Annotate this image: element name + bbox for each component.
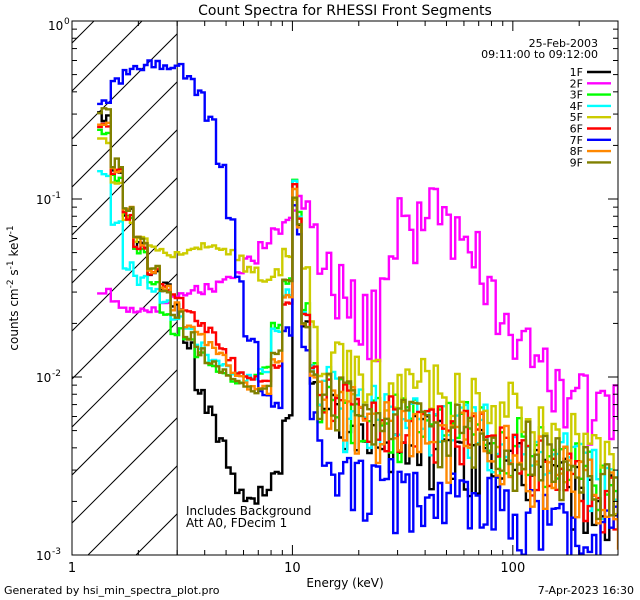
hatch-line (72, 21, 143, 92)
chart-title: Count Spectra for RHESSI Front Segments (198, 3, 492, 19)
svg-text:10: 10 (36, 193, 51, 207)
hatch-line (72, 33, 178, 140)
svg-text:-1: -1 (52, 191, 61, 201)
y-axis-label: counts cm-2 s-1 keV-1 (6, 225, 21, 350)
svg-text:10: 10 (36, 549, 51, 563)
svg-text:0: 0 (64, 17, 70, 27)
svg-text:-3: -3 (52, 547, 61, 557)
plot-frame (71, 20, 619, 556)
legend-label-4F: 4F (570, 100, 583, 113)
legend-label-6F: 6F (570, 123, 583, 136)
timestamp-label: 7-Apr-2023 16:30 (538, 584, 634, 597)
legend-label-7F: 7F (570, 134, 583, 147)
annotation-background: Includes Background (186, 504, 311, 518)
x-tick-label-100: 100 (500, 561, 525, 576)
svg-text:10: 10 (48, 19, 63, 33)
svg-text:-2: -2 (52, 369, 61, 379)
series-line-2F (97, 187, 618, 446)
x-tick-label-1: 1 (68, 561, 76, 576)
date-label: 25-Feb-2003 (529, 37, 598, 50)
y-tick-label-1e-1: 10 -1 (36, 191, 61, 207)
series-line-8F (97, 121, 618, 550)
legend-label-1F: 1F (570, 66, 583, 79)
generated-by-label: Generated by hsi_min_spectra_plot.pro (4, 584, 220, 597)
hatch-line (72, 129, 178, 236)
legend-label-9F: 9F (570, 156, 583, 169)
legend-label-5F: 5F (570, 111, 583, 124)
legend-label-2F: 2F (570, 77, 583, 90)
hatch-line (72, 225, 178, 332)
y-tick-label-1e-2: 10 -2 (36, 369, 61, 385)
legend-label-3F: 3F (570, 89, 583, 102)
x-axis-label: Energy (keV) (306, 576, 383, 590)
hatch-line (72, 417, 178, 524)
legend-label-8F: 8F (570, 145, 583, 158)
svg-text:10: 10 (36, 371, 51, 385)
series-line-7F (97, 59, 618, 555)
hatch-line (72, 273, 178, 380)
x-tick-label-10: 10 (284, 561, 301, 576)
hatch-line (72, 369, 178, 476)
time-range-label: 09:11:00 to 09:12:00 (481, 48, 598, 61)
hatch-line (72, 177, 178, 284)
background-hatch-region (72, 21, 178, 555)
y-tick-label-1e0: 10 0 (48, 17, 70, 33)
y-tick-label-1e-3: 10 -3 (36, 547, 61, 563)
annotation-attenuator: Att A0, FDecim 1 (186, 516, 287, 530)
hatch-line (72, 81, 178, 188)
series-line-9F (97, 107, 618, 521)
